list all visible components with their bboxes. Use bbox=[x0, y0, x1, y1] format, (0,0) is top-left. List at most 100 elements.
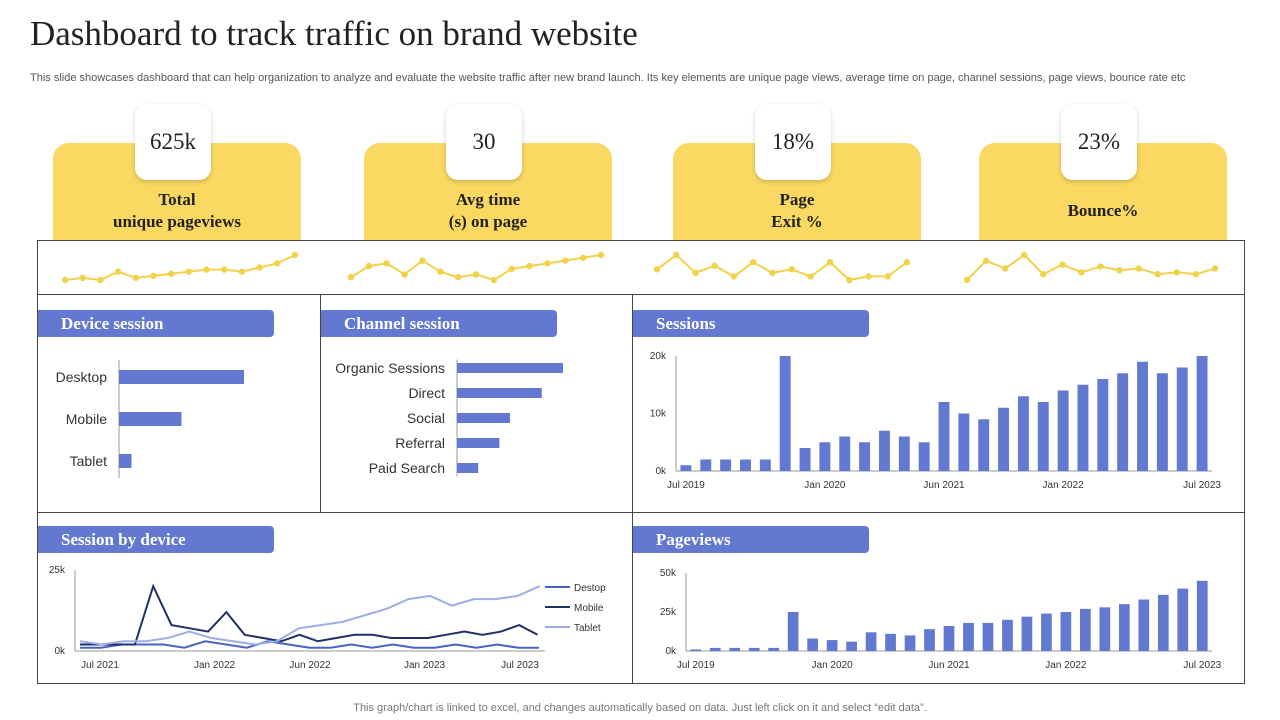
category-label: Direct bbox=[408, 385, 445, 401]
sparkline-point bbox=[1154, 271, 1161, 278]
bar bbox=[1097, 379, 1109, 471]
sparkline-point bbox=[846, 276, 853, 284]
bar bbox=[904, 635, 916, 651]
x-tick-label: Jul 2023 bbox=[501, 660, 539, 671]
sparkline-point bbox=[256, 264, 263, 271]
sparkline-point bbox=[1116, 267, 1123, 274]
bar bbox=[768, 647, 780, 651]
sparkline-point bbox=[1173, 269, 1181, 276]
sparkline-point bbox=[454, 274, 462, 281]
y-tick-label: 25k bbox=[49, 565, 66, 576]
bar bbox=[740, 459, 751, 471]
bar bbox=[1118, 604, 1130, 651]
sparkline-point bbox=[291, 251, 299, 259]
sparkline-point bbox=[1040, 271, 1047, 278]
sparkline-point bbox=[365, 262, 373, 270]
sparkline-bounce bbox=[963, 251, 1219, 284]
bar bbox=[799, 448, 811, 471]
bar bbox=[759, 459, 771, 471]
bar bbox=[748, 647, 760, 651]
y-tick-label: 10k bbox=[650, 409, 667, 420]
sparkline-point bbox=[1001, 265, 1009, 272]
y-tick-label: 20k bbox=[650, 351, 667, 362]
bar bbox=[1021, 616, 1033, 651]
bar bbox=[839, 436, 851, 471]
bar bbox=[457, 388, 542, 398]
kpi-label: Bounce% bbox=[1067, 201, 1139, 220]
sessions-header: Sessions bbox=[633, 310, 869, 337]
x-tick-label: Jul 2019 bbox=[677, 660, 715, 671]
sparkline-point bbox=[1192, 271, 1200, 278]
bar bbox=[457, 438, 500, 448]
y-tick-label: 25k bbox=[660, 607, 677, 618]
bar bbox=[807, 638, 818, 651]
sparkline-point bbox=[692, 269, 699, 277]
sparkline-point bbox=[730, 273, 738, 280]
bar bbox=[457, 413, 510, 423]
x-tick-label: Jan 2023 bbox=[404, 660, 446, 671]
sparkline-pageviews bbox=[61, 251, 299, 284]
category-label: Referral bbox=[395, 435, 445, 451]
bar bbox=[982, 622, 994, 651]
sparkline-point bbox=[526, 262, 533, 270]
sparkline-point bbox=[788, 266, 795, 273]
bar bbox=[457, 363, 563, 373]
category-label: Organic Sessions bbox=[335, 360, 445, 376]
sparkline-point bbox=[383, 260, 390, 267]
sparkline-point bbox=[982, 257, 990, 264]
sessions-chart: 0k 10k 20k Jul 2019 Jan 2020 Jun 2021 Jan 2022… bbox=[650, 351, 1222, 491]
bar bbox=[819, 442, 831, 471]
series-line-mobile bbox=[80, 583, 538, 646]
pageviews-header: Pageviews bbox=[633, 526, 869, 553]
sparkline-point bbox=[508, 265, 515, 273]
category-label: Social bbox=[407, 410, 445, 426]
sparkline-point bbox=[1021, 251, 1028, 259]
bar bbox=[709, 647, 721, 651]
x-tick-label: Jan 2022 bbox=[194, 660, 236, 671]
sparkline-point bbox=[807, 273, 815, 280]
bar bbox=[958, 413, 970, 471]
sparkline-point bbox=[1097, 263, 1104, 270]
sparkline-point bbox=[544, 260, 551, 267]
sparkline-point bbox=[826, 258, 834, 266]
bar bbox=[729, 647, 741, 651]
sparkline-point bbox=[597, 251, 605, 259]
sparkline-point bbox=[1211, 265, 1219, 272]
sparkline-point bbox=[401, 271, 408, 278]
x-tick-label: Jul 2023 bbox=[1183, 660, 1221, 671]
bar bbox=[963, 622, 974, 651]
sparkline-point bbox=[490, 276, 498, 284]
sparkline-point bbox=[97, 276, 104, 284]
bar bbox=[1196, 356, 1208, 471]
sparkline-page-exit bbox=[653, 251, 911, 284]
bar bbox=[119, 412, 182, 426]
bar bbox=[898, 436, 910, 471]
x-tick-label: Jan 2020 bbox=[812, 660, 854, 671]
sparkline-point bbox=[274, 260, 281, 267]
bar bbox=[779, 356, 791, 471]
sparkline-point bbox=[769, 269, 776, 277]
y-tick-label: 0k bbox=[54, 646, 66, 657]
sparkline-point bbox=[865, 273, 872, 280]
bar bbox=[680, 465, 692, 471]
sparkline-point bbox=[903, 258, 911, 266]
sparkline-point bbox=[79, 274, 86, 282]
sparkline-point bbox=[167, 270, 175, 277]
x-tick-label: Jul 2019 bbox=[667, 480, 705, 491]
sparkline-point bbox=[419, 257, 426, 264]
sparkline-avg-time bbox=[347, 251, 605, 284]
x-tick-label: Jul 2021 bbox=[81, 660, 119, 671]
bar bbox=[1077, 384, 1089, 471]
bar bbox=[1060, 612, 1072, 651]
bar bbox=[1017, 396, 1029, 471]
x-tick-label: Jan 2022 bbox=[1045, 660, 1087, 671]
bar bbox=[720, 459, 732, 471]
bar bbox=[1156, 373, 1168, 471]
sparkline-point bbox=[132, 274, 139, 282]
sparkline-point bbox=[884, 273, 891, 280]
series-line-destop bbox=[80, 640, 539, 649]
bar bbox=[1196, 580, 1208, 651]
sparkline-point bbox=[185, 268, 193, 275]
bar bbox=[1057, 390, 1069, 471]
sparkline-point bbox=[203, 266, 210, 273]
